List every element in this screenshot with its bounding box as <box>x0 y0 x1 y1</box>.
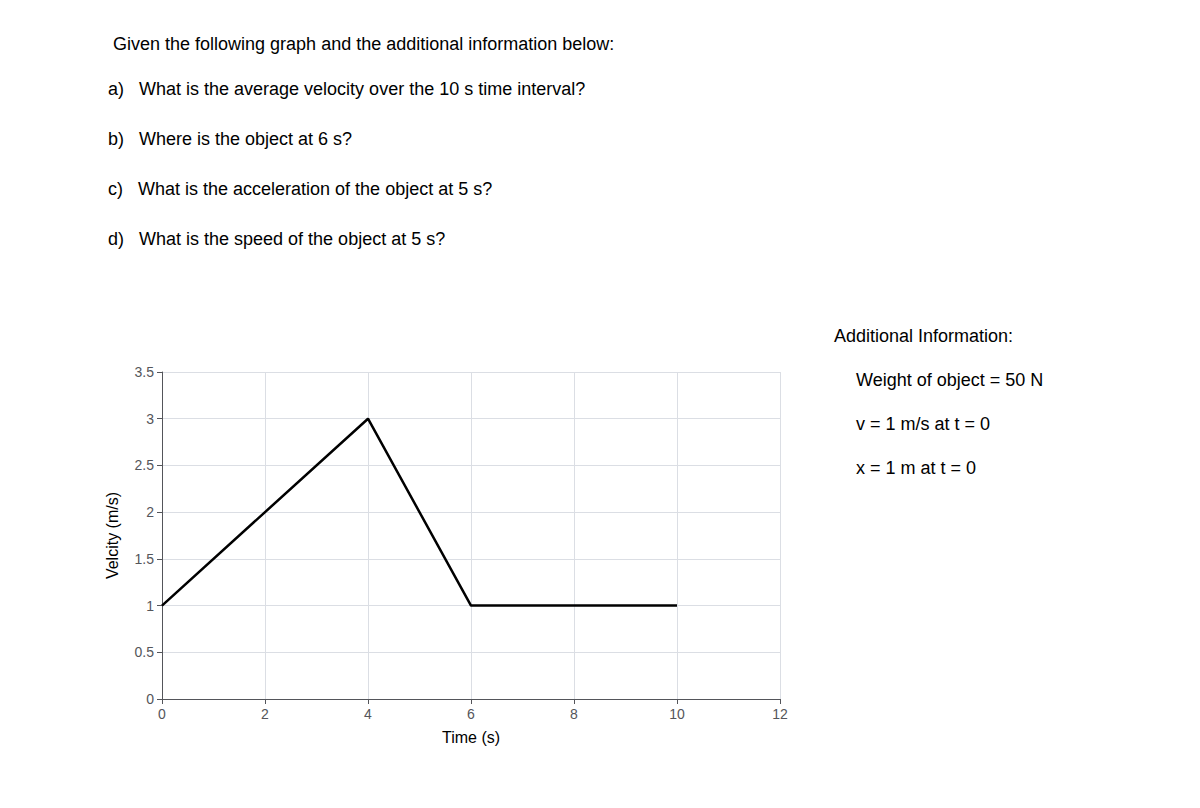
svg-text:10: 10 <box>669 706 685 722</box>
svg-text:2: 2 <box>261 706 269 722</box>
svg-text:3: 3 <box>146 411 154 427</box>
svg-text:x = 1 m at t = 0: x = 1 m at t = 0 <box>856 458 976 478</box>
svg-text:Given the following graph and: Given the following graph and the additi… <box>113 34 614 54</box>
svg-text:6: 6 <box>467 706 475 722</box>
svg-text:0: 0 <box>146 691 154 707</box>
svg-text:2.5: 2.5 <box>135 457 155 473</box>
svg-text:a) What is the average veloc: a) What is the average velocity over the… <box>108 79 585 99</box>
svg-text:4: 4 <box>364 706 372 722</box>
svg-text:v = 1 m/s at t = 0: v = 1 m/s at t = 0 <box>856 414 990 434</box>
svg-text:d) What is the speed of the: d) What is the speed of the object at 5 … <box>108 229 445 249</box>
svg-text:Time (s): Time (s) <box>442 729 500 746</box>
svg-text:12: 12 <box>772 706 788 722</box>
svg-text:1.5: 1.5 <box>135 551 155 567</box>
svg-text:1: 1 <box>146 598 154 614</box>
svg-text:2: 2 <box>146 504 154 520</box>
svg-text:Velcity (m/s): Velcity (m/s) <box>104 492 121 579</box>
svg-text:0.5: 0.5 <box>135 644 155 660</box>
svg-text:3.5: 3.5 <box>135 364 155 380</box>
svg-text:b) Where is the object at 6: b) Where is the object at 6 s? <box>108 129 352 149</box>
svg-text:Weight of object = 50 N: Weight of object = 50 N <box>856 370 1043 390</box>
svg-text:8: 8 <box>570 706 578 722</box>
svg-text:c) What is the acceleration: c) What is the acceleration of the objec… <box>108 179 492 199</box>
svg-text:0: 0 <box>158 706 166 722</box>
svg-text:Additional Information:: Additional Information: <box>834 326 1013 346</box>
